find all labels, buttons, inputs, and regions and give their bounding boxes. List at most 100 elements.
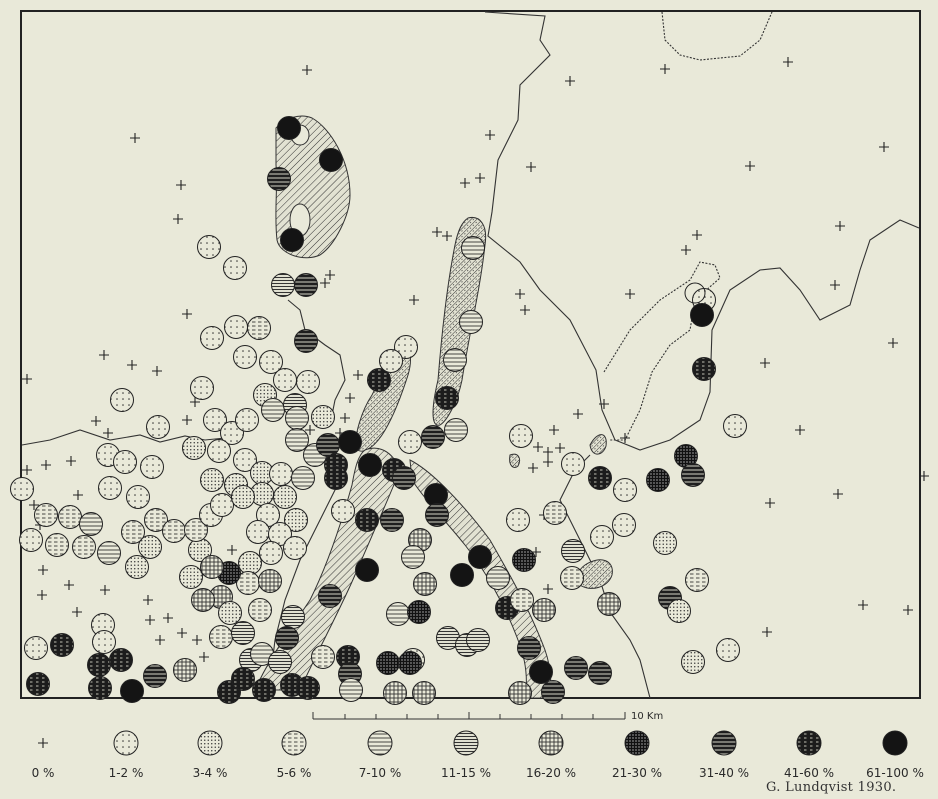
percent-circle: [564, 656, 588, 680]
plus-marker: [599, 399, 609, 409]
percent-circle: [517, 636, 541, 660]
legend-label-10: 61-100 %: [866, 766, 924, 780]
plus-marker: [520, 305, 530, 315]
legend-symbol-c5: [453, 730, 479, 756]
plus-marker: [543, 447, 553, 457]
plus-marker: [515, 289, 525, 299]
percent-circle: [376, 651, 400, 675]
percent-circle: [646, 468, 670, 492]
plus-marker: [485, 130, 495, 140]
percent-circle: [311, 645, 335, 669]
percent-circle: [50, 633, 74, 657]
percent-circle: [144, 508, 168, 532]
percent-circle: [355, 558, 379, 582]
plus-marker: [127, 360, 137, 370]
percent-circle: [247, 316, 271, 340]
percent-circle: [72, 535, 96, 559]
legend-symbol-c9: [796, 730, 822, 756]
percent-circle: [541, 680, 565, 704]
plus-marker: [37, 590, 47, 600]
legend-symbol-c3: [281, 730, 307, 756]
percent-circle: [681, 650, 705, 674]
percent-circle: [380, 508, 404, 532]
percent-circle: [248, 598, 272, 622]
plus-marker: [227, 545, 237, 555]
plus-marker: [182, 309, 192, 319]
percent-circle: [386, 602, 410, 626]
plus-marker: [783, 57, 793, 67]
percent-circle: [358, 453, 382, 477]
percent-circle: [87, 653, 111, 677]
plus-marker: [320, 278, 330, 288]
plus-marker: [409, 295, 419, 305]
plus-marker: [163, 613, 173, 623]
percent-circle: [338, 430, 362, 454]
percent-circle: [339, 678, 363, 702]
plus-marker: [528, 463, 538, 473]
percent-circle: [597, 592, 621, 616]
plus-marker: [41, 460, 51, 470]
plus-marker: [888, 338, 898, 348]
percent-circle: [412, 681, 436, 705]
percent-circle: [716, 638, 740, 662]
percent-circle: [613, 478, 637, 502]
percent-circle: [285, 406, 309, 430]
percent-circle: [110, 388, 134, 412]
percent-circle: [296, 370, 320, 394]
plus-marker: [99, 350, 109, 360]
percent-circle: [509, 424, 533, 448]
plus-marker: [73, 490, 83, 500]
percent-circle: [120, 679, 144, 703]
percent-circle: [58, 505, 82, 529]
percent-circle: [681, 463, 705, 487]
percent-circle: [233, 448, 257, 472]
percent-circle: [291, 466, 315, 490]
plus-marker: [565, 76, 575, 86]
plus-marker: [305, 425, 315, 435]
percent-circle: [684, 282, 706, 304]
percent-circle: [510, 588, 534, 612]
plus-marker: [353, 370, 363, 380]
legend-label-1: 1-2 %: [108, 766, 144, 780]
percent-circle: [97, 541, 121, 565]
percent-circle: [19, 528, 43, 552]
percent-circle: [723, 414, 747, 438]
percent-circle: [126, 485, 150, 509]
percent-circle: [273, 485, 297, 509]
legend-symbols: [38, 730, 908, 756]
percent-circle: [268, 650, 292, 674]
percent-circle: [259, 541, 283, 565]
plus-marker: [549, 425, 559, 435]
plus-marker: [29, 500, 39, 510]
plus-marker: [660, 64, 670, 74]
legend-label-5: 11-15 %: [440, 766, 492, 780]
percent-circle: [690, 303, 714, 327]
percent-circle: [231, 485, 255, 509]
percent-circle: [179, 565, 203, 589]
legend-label-7: 21-30 %: [611, 766, 663, 780]
percent-circle: [207, 439, 231, 463]
plus-marker: [745, 161, 755, 171]
percent-circle: [294, 329, 318, 353]
percent-circle: [355, 508, 379, 532]
percent-circle: [331, 499, 355, 523]
percent-circle: [685, 568, 709, 592]
percent-circle: [200, 555, 224, 579]
plus-marker: [199, 652, 209, 662]
plus-marker: [475, 173, 485, 183]
percent-circle: [311, 405, 335, 429]
percent-circle: [561, 452, 585, 476]
map-frame: [20, 10, 921, 699]
scale-bar-label: 10 Km: [631, 711, 664, 722]
percent-circle: [231, 621, 255, 645]
percent-circle: [653, 531, 677, 555]
author-signature: G. Lundqvist 1930.: [766, 780, 897, 795]
percent-circle: [182, 436, 206, 460]
percent-circle: [392, 466, 416, 490]
percent-circle: [190, 376, 214, 400]
percent-circle: [486, 566, 510, 590]
plus-marker: [692, 230, 702, 240]
plus-marker: [625, 289, 635, 299]
plus-marker: [325, 270, 335, 280]
percent-circle: [612, 513, 636, 537]
